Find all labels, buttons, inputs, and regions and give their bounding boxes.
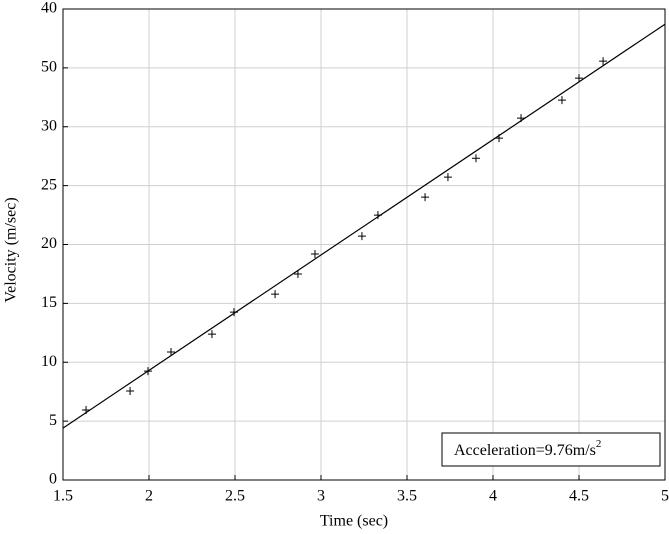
- y-tick-label: 30: [41, 117, 57, 134]
- x-tick-label: 4.5: [569, 488, 589, 505]
- y-tick-label: 50: [41, 59, 57, 76]
- annotation-box: [441, 432, 661, 467]
- data-point: [167, 348, 176, 357]
- x-tick-label: 2.5: [225, 488, 245, 505]
- x-tick-label: 3: [317, 488, 325, 505]
- x-tick-label: 1.5: [53, 488, 73, 505]
- y-axis-label: Velocity (m/sec): [3, 197, 20, 302]
- data-point: [293, 270, 302, 279]
- x-tick-label: 5: [661, 488, 669, 505]
- y-tick-label: 10: [41, 353, 57, 370]
- data-point: [126, 386, 135, 395]
- y-tick-label: 5: [49, 412, 57, 429]
- y-tick-label: 15: [41, 294, 57, 311]
- annotation-text: Acceleration=9.76m/s: [454, 442, 596, 459]
- y-tick-label: 20: [41, 235, 57, 252]
- data-point: [271, 290, 280, 299]
- y-tick-label: 40: [41, 0, 57, 17]
- x-axis-label: Time (sec): [320, 513, 388, 530]
- fit-line: [62, 23, 666, 429]
- annotation-superscript: 2: [596, 438, 602, 450]
- data-point: [557, 96, 566, 105]
- x-tick-label: 2: [145, 488, 153, 505]
- y-tick-label: 0: [49, 471, 57, 488]
- data-point: [575, 74, 583, 83]
- data-point: [357, 232, 366, 241]
- data-point: [207, 330, 216, 339]
- x-tick-label: 4: [489, 488, 497, 505]
- data-point: [310, 250, 319, 259]
- annotation: Acceleration=9.76m/s2: [454, 438, 601, 459]
- y-tick-label: 25: [41, 176, 57, 193]
- data-point: [471, 154, 480, 163]
- data-point: [599, 57, 608, 66]
- x-tick-label: 3.5: [397, 488, 417, 505]
- data-point: [421, 193, 430, 202]
- data-point: [443, 173, 452, 182]
- plot-frame: [62, 8, 666, 481]
